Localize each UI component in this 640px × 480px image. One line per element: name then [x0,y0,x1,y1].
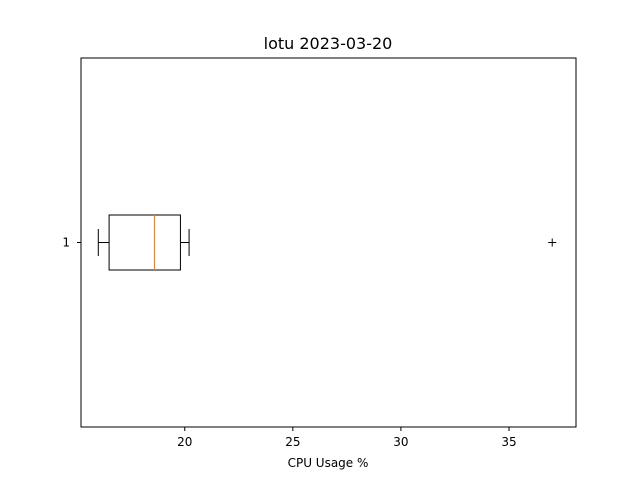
x-tick-label: 20 [177,435,192,449]
x-tick-label: 35 [501,435,516,449]
y-tick-label: 1 [62,236,70,250]
iqr-box [108,214,181,271]
x-tick-label: 30 [393,435,408,449]
outlier-point [548,238,557,247]
plot-area [97,214,557,271]
plot-frame [80,57,577,428]
chart-title: lotu 2023-03-20 [264,34,393,53]
x-tick-label: 25 [285,435,300,449]
box-series [97,214,557,271]
x-axis-label: CPU Usage % [288,456,369,470]
